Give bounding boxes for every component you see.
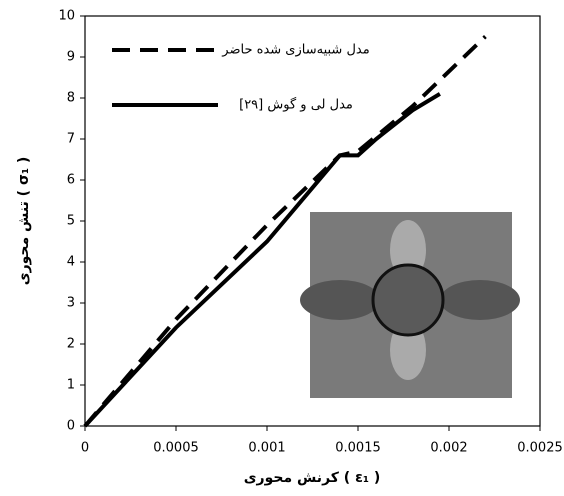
y-tick-label: 4 xyxy=(67,255,75,270)
series-line xyxy=(83,92,441,428)
y-axis-label: تنش محوری ( σ₁ ) xyxy=(16,157,32,286)
inset-shade xyxy=(440,280,520,320)
inset-image xyxy=(300,212,520,398)
inset-shade xyxy=(300,280,380,320)
y-tick-label: 10 xyxy=(58,9,75,24)
x-tick-label: 0.001 xyxy=(248,441,285,456)
x-tick-label: 0 xyxy=(81,441,89,456)
x-axis-label: کرنش محوری ( ε₁ ) xyxy=(244,470,381,486)
y-tick-label: 2 xyxy=(67,337,75,352)
inset-hole xyxy=(371,263,445,337)
y-tick-label: 6 xyxy=(67,173,75,188)
y-tick-label: 1 xyxy=(67,378,75,393)
x-tick-label: 0.002 xyxy=(430,441,467,456)
x-tick-label: 0.0025 xyxy=(517,441,563,456)
y-tick-label: 5 xyxy=(67,214,75,229)
y-tick-label: 0 xyxy=(67,419,75,434)
x-tick-label: 0.0005 xyxy=(153,441,199,456)
x-tick-label: 0.0015 xyxy=(335,441,381,456)
y-tick-label: 3 xyxy=(67,296,75,311)
legend-label: مدل لی و گوش [۲۹] xyxy=(239,97,353,113)
y-tick-label: 8 xyxy=(67,91,75,106)
legend-label: مدل شبیه‌سازی شده حاضر xyxy=(221,43,369,58)
y-tick-label: 7 xyxy=(67,132,75,147)
y-tick-label: 9 xyxy=(67,50,75,65)
